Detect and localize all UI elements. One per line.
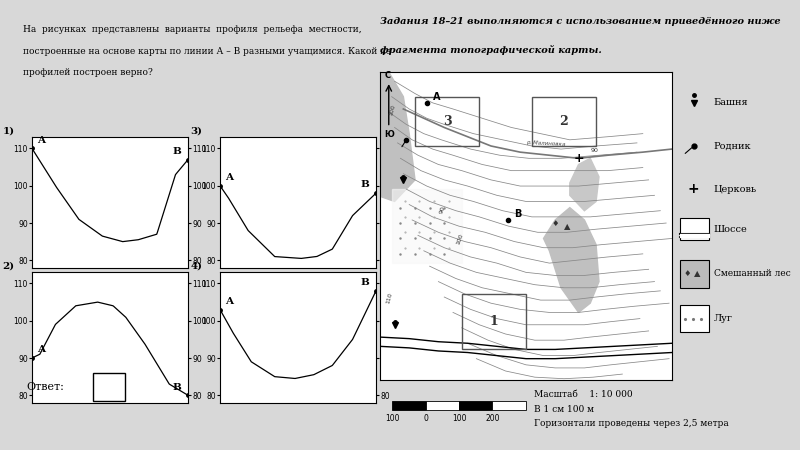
Text: фрагмента топографической карты.: фрагмента топографической карты. xyxy=(380,45,602,55)
Bar xyxy=(459,400,492,410)
Text: B: B xyxy=(360,278,370,287)
Bar xyxy=(393,400,426,410)
Text: Задания 18–21 выполняются с использованием приведённого ниже: Задания 18–21 выполняются с использовани… xyxy=(380,17,781,26)
Text: 110: 110 xyxy=(386,292,394,304)
Text: На  рисунках  представлены  варианты  профиля  рельефа  местности,: На рисунках представлены варианты профил… xyxy=(22,25,361,34)
Text: 200: 200 xyxy=(485,414,499,423)
Text: A: A xyxy=(225,297,233,306)
Text: 2: 2 xyxy=(559,115,568,128)
Text: построенные на основе карты по линии А – В разными учащимися. Какой из: построенные на основе карты по линии А –… xyxy=(22,47,390,56)
Text: профилей построен верно?: профилей построен верно? xyxy=(22,68,152,77)
Bar xyxy=(679,218,709,240)
Text: 100: 100 xyxy=(456,233,465,246)
Text: 4): 4) xyxy=(190,262,202,271)
Text: 90: 90 xyxy=(438,206,446,215)
Bar xyxy=(415,97,479,146)
Text: ♦: ♦ xyxy=(684,270,691,279)
Text: Церковь: Церковь xyxy=(714,184,757,194)
Text: Ответ:: Ответ: xyxy=(26,382,65,392)
Text: B: B xyxy=(173,147,182,156)
Polygon shape xyxy=(570,158,599,211)
Text: +: + xyxy=(574,152,584,165)
Text: B: B xyxy=(514,209,522,219)
Text: Родник: Родник xyxy=(714,141,751,150)
Text: Смешанный лес: Смешанный лес xyxy=(714,270,790,279)
Text: A: A xyxy=(225,173,233,182)
Bar xyxy=(94,373,125,401)
Text: р. Малиновка: р. Малиновка xyxy=(526,140,566,147)
Bar xyxy=(679,260,709,288)
Text: Шоссе: Шоссе xyxy=(714,225,748,234)
Text: 3: 3 xyxy=(443,115,451,128)
Text: 100: 100 xyxy=(452,414,466,423)
Text: ▲: ▲ xyxy=(694,270,701,279)
Text: Луг: Луг xyxy=(714,314,733,323)
Text: ▲: ▲ xyxy=(564,222,570,231)
Text: Ю: Ю xyxy=(384,130,394,139)
Text: 0: 0 xyxy=(423,414,428,423)
Text: A: A xyxy=(37,136,45,145)
Bar xyxy=(679,305,709,333)
Text: 100: 100 xyxy=(389,104,397,116)
Bar xyxy=(492,400,526,410)
Bar xyxy=(462,294,526,349)
Text: A: A xyxy=(37,345,45,354)
Text: В 1 см 100 м: В 1 см 100 м xyxy=(534,405,594,414)
Text: B: B xyxy=(173,382,182,392)
Text: +: + xyxy=(688,182,699,196)
Text: A: A xyxy=(433,92,440,102)
Polygon shape xyxy=(392,189,462,263)
Text: 100: 100 xyxy=(386,414,400,423)
Text: 90: 90 xyxy=(590,148,598,153)
Polygon shape xyxy=(543,207,599,312)
Text: Масштаб    1: 10 000: Масштаб 1: 10 000 xyxy=(534,390,633,399)
Text: Горизонтали проведены через 2,5 метра: Горизонтали проведены через 2,5 метра xyxy=(534,419,729,428)
Text: ♦: ♦ xyxy=(551,219,559,228)
Polygon shape xyxy=(377,72,415,202)
Text: С: С xyxy=(384,71,390,80)
Bar xyxy=(532,97,596,146)
Text: 1: 1 xyxy=(490,315,498,328)
Text: 3): 3) xyxy=(190,127,202,136)
Text: 1): 1) xyxy=(2,127,14,136)
Text: Башня: Башня xyxy=(714,98,749,107)
Text: 2): 2) xyxy=(2,262,14,271)
Bar xyxy=(426,400,459,410)
Text: B: B xyxy=(360,180,370,189)
